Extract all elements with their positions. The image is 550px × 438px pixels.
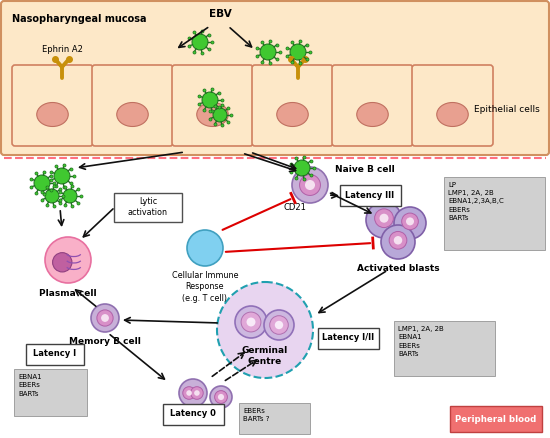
- Circle shape: [183, 387, 195, 399]
- Text: Latency III: Latency III: [345, 191, 394, 199]
- Circle shape: [191, 387, 203, 399]
- Circle shape: [290, 44, 306, 60]
- FancyBboxPatch shape: [1, 1, 549, 155]
- Circle shape: [34, 175, 50, 191]
- FancyBboxPatch shape: [92, 65, 173, 146]
- Circle shape: [292, 167, 328, 203]
- Text: Ephrin A2: Ephrin A2: [42, 45, 82, 54]
- FancyBboxPatch shape: [12, 65, 93, 146]
- Text: LMP1, 2A, 2B
EBNA1
EBERs
BARTs: LMP1, 2A, 2B EBNA1 EBERs BARTs: [398, 326, 444, 357]
- FancyBboxPatch shape: [332, 65, 413, 146]
- Text: EBNA1
EBERs
BARTs: EBNA1 EBERs BARTs: [18, 374, 42, 396]
- Text: Nasopharyngeal mucosa: Nasopharyngeal mucosa: [12, 14, 146, 24]
- Circle shape: [375, 209, 393, 228]
- Circle shape: [241, 312, 261, 332]
- Circle shape: [366, 202, 402, 238]
- Text: Latency I/II: Latency I/II: [322, 333, 374, 343]
- Text: Latency 0: Latency 0: [170, 410, 216, 418]
- Circle shape: [213, 108, 227, 122]
- Text: Peripheral blood: Peripheral blood: [455, 414, 537, 424]
- Text: Germinal
Centre: Germinal Centre: [242, 346, 288, 366]
- Ellipse shape: [357, 102, 388, 127]
- FancyBboxPatch shape: [162, 403, 223, 424]
- Circle shape: [91, 304, 119, 332]
- FancyBboxPatch shape: [450, 406, 542, 432]
- FancyBboxPatch shape: [339, 184, 400, 205]
- Circle shape: [45, 189, 59, 203]
- Circle shape: [275, 321, 283, 329]
- Circle shape: [270, 316, 288, 334]
- Text: Activated blasts: Activated blasts: [357, 264, 439, 273]
- FancyBboxPatch shape: [317, 328, 378, 349]
- Ellipse shape: [277, 102, 308, 127]
- Circle shape: [187, 230, 223, 266]
- Text: Latency I: Latency I: [34, 350, 76, 358]
- Circle shape: [235, 306, 267, 338]
- Text: CD21: CD21: [284, 204, 306, 212]
- Ellipse shape: [117, 102, 148, 127]
- Text: Lytic
activation: Lytic activation: [128, 197, 168, 217]
- Circle shape: [394, 207, 426, 239]
- Circle shape: [379, 214, 388, 223]
- Text: EBV: EBV: [208, 9, 232, 19]
- Circle shape: [97, 310, 113, 326]
- FancyBboxPatch shape: [252, 65, 333, 146]
- FancyBboxPatch shape: [412, 65, 493, 146]
- Circle shape: [53, 253, 72, 272]
- Circle shape: [217, 282, 313, 378]
- Circle shape: [101, 314, 109, 322]
- FancyBboxPatch shape: [14, 368, 86, 416]
- Text: Cellular Immune
Response
(e.g. T cell): Cellular Immune Response (e.g. T cell): [172, 271, 238, 303]
- Circle shape: [214, 391, 227, 403]
- Text: Naive B cell: Naive B cell: [335, 166, 395, 174]
- Text: Plasma cell: Plasma cell: [39, 289, 97, 298]
- Circle shape: [210, 386, 232, 408]
- Ellipse shape: [37, 102, 68, 127]
- FancyBboxPatch shape: [26, 343, 84, 364]
- Circle shape: [394, 236, 402, 244]
- Circle shape: [45, 237, 91, 283]
- Circle shape: [300, 175, 321, 195]
- Circle shape: [260, 44, 276, 60]
- Circle shape: [63, 189, 77, 203]
- Circle shape: [192, 34, 208, 50]
- Circle shape: [406, 217, 414, 226]
- Circle shape: [381, 225, 415, 259]
- Circle shape: [305, 180, 315, 190]
- Text: Memory B cell: Memory B cell: [69, 337, 141, 346]
- Circle shape: [246, 318, 256, 326]
- Circle shape: [294, 160, 310, 176]
- FancyBboxPatch shape: [393, 321, 494, 375]
- Ellipse shape: [437, 102, 468, 127]
- FancyBboxPatch shape: [443, 177, 544, 250]
- Circle shape: [54, 168, 70, 184]
- Text: LP
LMP1, 2A, 2B
EBNA1,2,3A,B,C
EBERs
BARTs: LP LMP1, 2A, 2B EBNA1,2,3A,B,C EBERs BAR…: [448, 182, 504, 221]
- Circle shape: [186, 390, 192, 396]
- Text: Epithelial cells: Epithelial cells: [474, 106, 540, 114]
- Text: EBERs
BARTs ?: EBERs BARTs ?: [243, 408, 270, 422]
- Circle shape: [218, 394, 224, 400]
- Circle shape: [264, 310, 294, 340]
- FancyBboxPatch shape: [239, 403, 310, 434]
- Ellipse shape: [197, 102, 228, 127]
- Circle shape: [402, 213, 419, 230]
- Circle shape: [179, 379, 207, 407]
- Circle shape: [389, 231, 407, 249]
- FancyBboxPatch shape: [172, 65, 253, 146]
- Circle shape: [202, 92, 218, 108]
- Circle shape: [194, 390, 200, 396]
- FancyBboxPatch shape: [114, 192, 182, 222]
